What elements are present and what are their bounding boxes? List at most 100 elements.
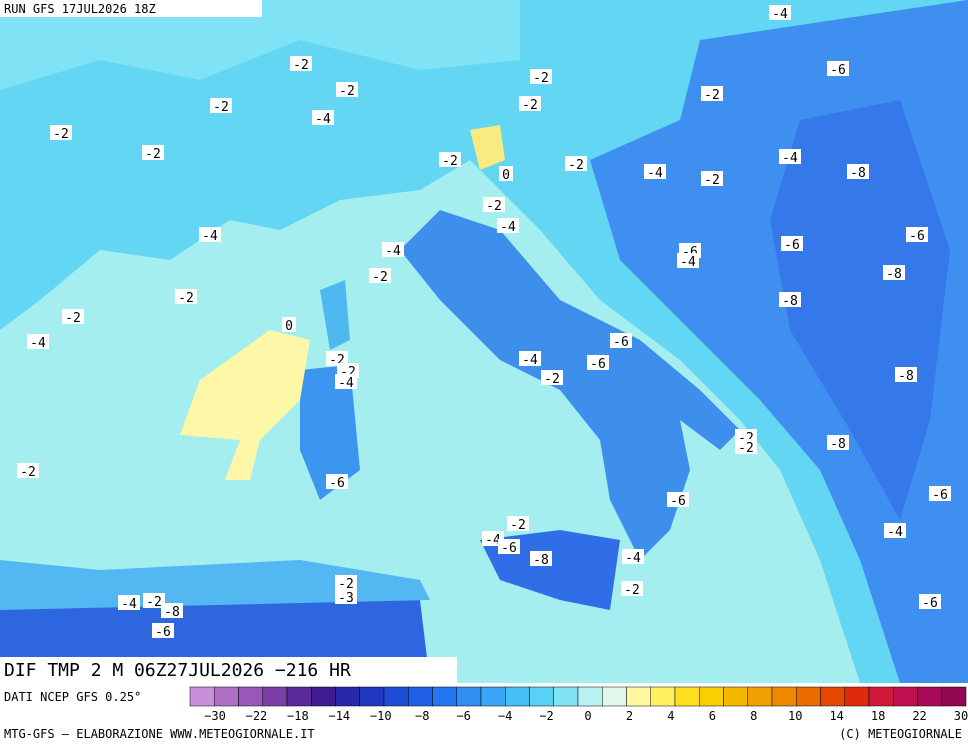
contour-label: -8 <box>164 605 180 620</box>
contour-label: -2 <box>178 291 194 306</box>
corsica <box>320 280 350 350</box>
alps-area <box>0 0 520 90</box>
contour-labels: -4 -2 -2 -2 -2 -2 -6 -2 -4 -2 -2 -2 -4 -2 -4 -2 0 -8 -2 -4 -… <box>17 5 951 640</box>
contour-label-bg <box>541 370 563 385</box>
colorbar-label: −2 <box>539 709 553 723</box>
colorbar-swatch <box>747 686 773 707</box>
contour-label-bg <box>507 516 529 531</box>
colorbar-swatch <box>359 686 385 707</box>
colorbar-swatch <box>553 686 579 707</box>
colorbar-swatch <box>214 686 239 707</box>
contour-label: -6 <box>830 63 846 78</box>
contour-label-bg <box>587 355 609 370</box>
contour-label: -6 <box>922 596 938 611</box>
colorbar-swatch <box>311 686 336 707</box>
contour-label-bg <box>312 110 334 125</box>
contour-label-bg <box>530 69 552 84</box>
contour-label-bg <box>326 474 348 489</box>
contour-label: -4 <box>338 376 354 391</box>
contour-label: -4 <box>202 229 218 244</box>
contour-label-bg <box>335 589 357 604</box>
contour-label: -2 <box>293 58 309 73</box>
colorbar-label: 10 <box>788 709 802 723</box>
contour-label: -6 <box>613 335 629 350</box>
contour-label-bg <box>621 581 643 596</box>
contour-label-bg <box>565 156 587 171</box>
contour-label: -2 <box>53 127 69 142</box>
contour-label: -4 <box>625 551 641 566</box>
contour-label: -2 <box>442 154 458 169</box>
contour-label: -6 <box>155 625 171 640</box>
contour-label-bg <box>667 492 689 507</box>
run-label: RUN GFS 17JUL2026 18Z <box>4 2 156 16</box>
contour-label: -2 <box>372 270 388 285</box>
sardinia <box>300 365 360 500</box>
run-box <box>0 0 262 17</box>
colorbar-swatch <box>456 686 482 707</box>
contour-label-bg <box>779 149 801 164</box>
contour-label: -6 <box>670 494 686 509</box>
contour-label-bg <box>50 125 72 140</box>
colorbar-swatch <box>505 686 530 707</box>
contour-label-bg <box>610 333 632 348</box>
contour-label-bg <box>142 145 164 160</box>
contour-label: -6 <box>501 541 517 556</box>
contour-label: 0 <box>285 319 293 334</box>
contour-label: -4 <box>385 244 401 259</box>
contour-label: -2 <box>522 98 538 113</box>
contour-label-bg <box>701 86 723 101</box>
contour-label: -4 <box>315 112 331 127</box>
contour-label: -2 <box>533 71 549 86</box>
colorbar-swatch <box>529 686 554 707</box>
contour-label: -4 <box>522 353 538 368</box>
contour-label: -6 <box>909 229 925 244</box>
contour-label-bg <box>62 309 84 324</box>
warm-area <box>180 330 310 480</box>
contour-label: -4 <box>500 220 516 235</box>
contour-label-bg <box>17 463 39 478</box>
colorbar-swatch <box>626 686 651 707</box>
contour-label: -8 <box>898 369 914 384</box>
contour-label-bg <box>143 593 165 608</box>
contour-label: -2 <box>544 372 560 387</box>
contour-label: -2 <box>65 311 81 326</box>
colorbar-label: −4 <box>498 709 512 723</box>
contour-label: -6 <box>784 238 800 253</box>
contour-label: -8 <box>886 267 902 282</box>
colorbar-swatch <box>941 686 967 707</box>
contour-label-bg <box>326 351 348 366</box>
contour-label: -8 <box>850 166 866 181</box>
contour-label: -4 <box>782 151 798 166</box>
contour-label: -3 <box>338 591 354 606</box>
contour-label-bg <box>884 523 906 538</box>
contour-label-bg <box>483 197 505 212</box>
italy <box>400 210 740 560</box>
contour-label: -2 <box>568 158 584 173</box>
contour-label-bg <box>499 166 513 181</box>
contour-label-bg <box>929 486 951 501</box>
contour-label-bg <box>382 242 404 257</box>
colorbar-label: 0 <box>584 709 591 723</box>
contour-label-bg <box>498 539 520 554</box>
contour-label-bg <box>369 268 391 283</box>
contour-label-bg <box>883 265 905 280</box>
colorbar-swatch <box>383 686 409 707</box>
contour-label: -4 <box>121 597 137 612</box>
source: DATI NCEP GFS 0.25° <box>4 690 141 704</box>
contour-label-bg <box>701 171 723 186</box>
colorbar-label: 22 <box>912 709 926 723</box>
contour-label-bg <box>644 164 666 179</box>
map-title: DIF TMP 2 M 06Z27JUL2026 −216 HR <box>4 660 351 681</box>
colorbar-swatch <box>917 686 942 707</box>
contour-label-bg <box>27 334 49 349</box>
contour-label-bg <box>827 435 849 450</box>
colorbar-label: −10 <box>370 709 392 723</box>
contour-label: -2 <box>738 441 754 456</box>
contour-label-bg <box>282 317 296 332</box>
colorbar-swatch <box>408 686 433 707</box>
colorbar-label: 2 <box>626 709 633 723</box>
contour-label: -4 <box>772 7 788 22</box>
contour-label-bg <box>199 227 221 242</box>
contour-label: -2 <box>338 577 354 592</box>
contour-label-bg <box>906 227 928 242</box>
